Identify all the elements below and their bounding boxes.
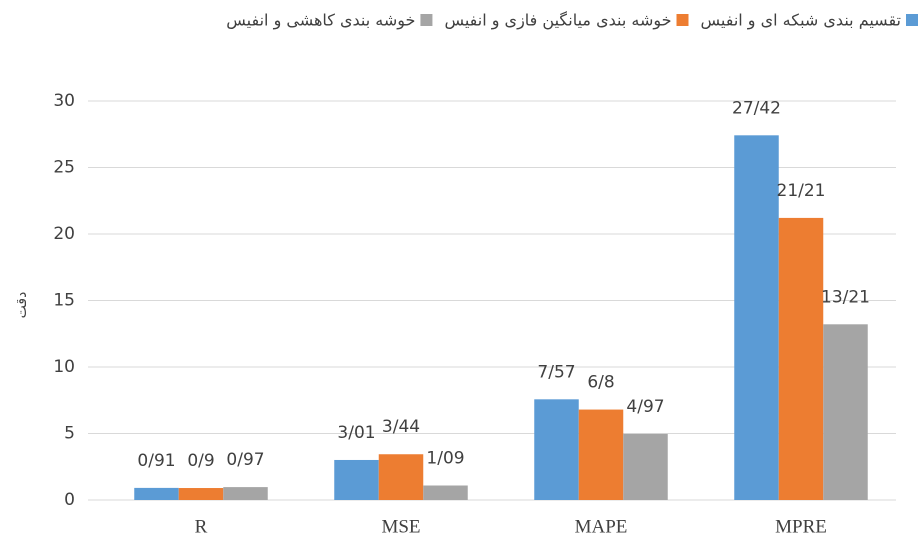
bar (623, 433, 668, 500)
value-label: 21/21 (777, 181, 826, 201)
legend-label: تقسیم بندی شبکه ای و انفیس (701, 11, 902, 31)
value-label: 4/97 (626, 397, 664, 417)
legend-swatch (676, 14, 689, 26)
y-tick-label: 5 (64, 424, 75, 444)
bar (534, 399, 579, 500)
bar (423, 485, 468, 500)
y-tick-label: 15 (53, 291, 75, 311)
y-tick-label: 10 (53, 357, 75, 377)
bar (223, 487, 268, 500)
bar (578, 409, 624, 500)
value-label: 3/01 (337, 423, 375, 443)
y-axis-label: دقت (14, 292, 30, 319)
value-label: 7/57 (537, 362, 575, 382)
value-label: 27/42 (732, 98, 781, 118)
value-label: 13/21 (821, 287, 870, 307)
bar (778, 217, 824, 501)
bar (334, 459, 379, 500)
x-tick-label: MPRE (775, 516, 827, 537)
value-label: 0/9 (187, 451, 214, 471)
legend-label: خوشه بندی کاهشی و انفیس (226, 11, 415, 31)
x-tick-label: R (195, 516, 208, 537)
bar (134, 487, 179, 500)
bar (178, 488, 224, 500)
value-label: 6/8 (587, 373, 614, 393)
value-label: 0/91 (137, 451, 175, 471)
y-tick-label: 30 (53, 91, 75, 111)
bar (378, 454, 424, 500)
value-label: 3/44 (382, 417, 420, 437)
y-tick-label: 20 (53, 224, 75, 244)
x-tick-label: MAPE (575, 516, 628, 537)
bar (823, 324, 868, 500)
x-tick-label: MSE (381, 516, 420, 537)
bar (734, 135, 779, 500)
value-label: 1/09 (426, 449, 464, 469)
y-tick-label: 25 (53, 158, 75, 178)
legend-swatch (906, 14, 918, 26)
value-label: 0/97 (226, 450, 264, 470)
y-tick-label: 0 (64, 490, 75, 510)
legend-label: خوشه بندی میانگین فازی و انفیس (444, 11, 671, 31)
legend-swatch (420, 14, 433, 26)
